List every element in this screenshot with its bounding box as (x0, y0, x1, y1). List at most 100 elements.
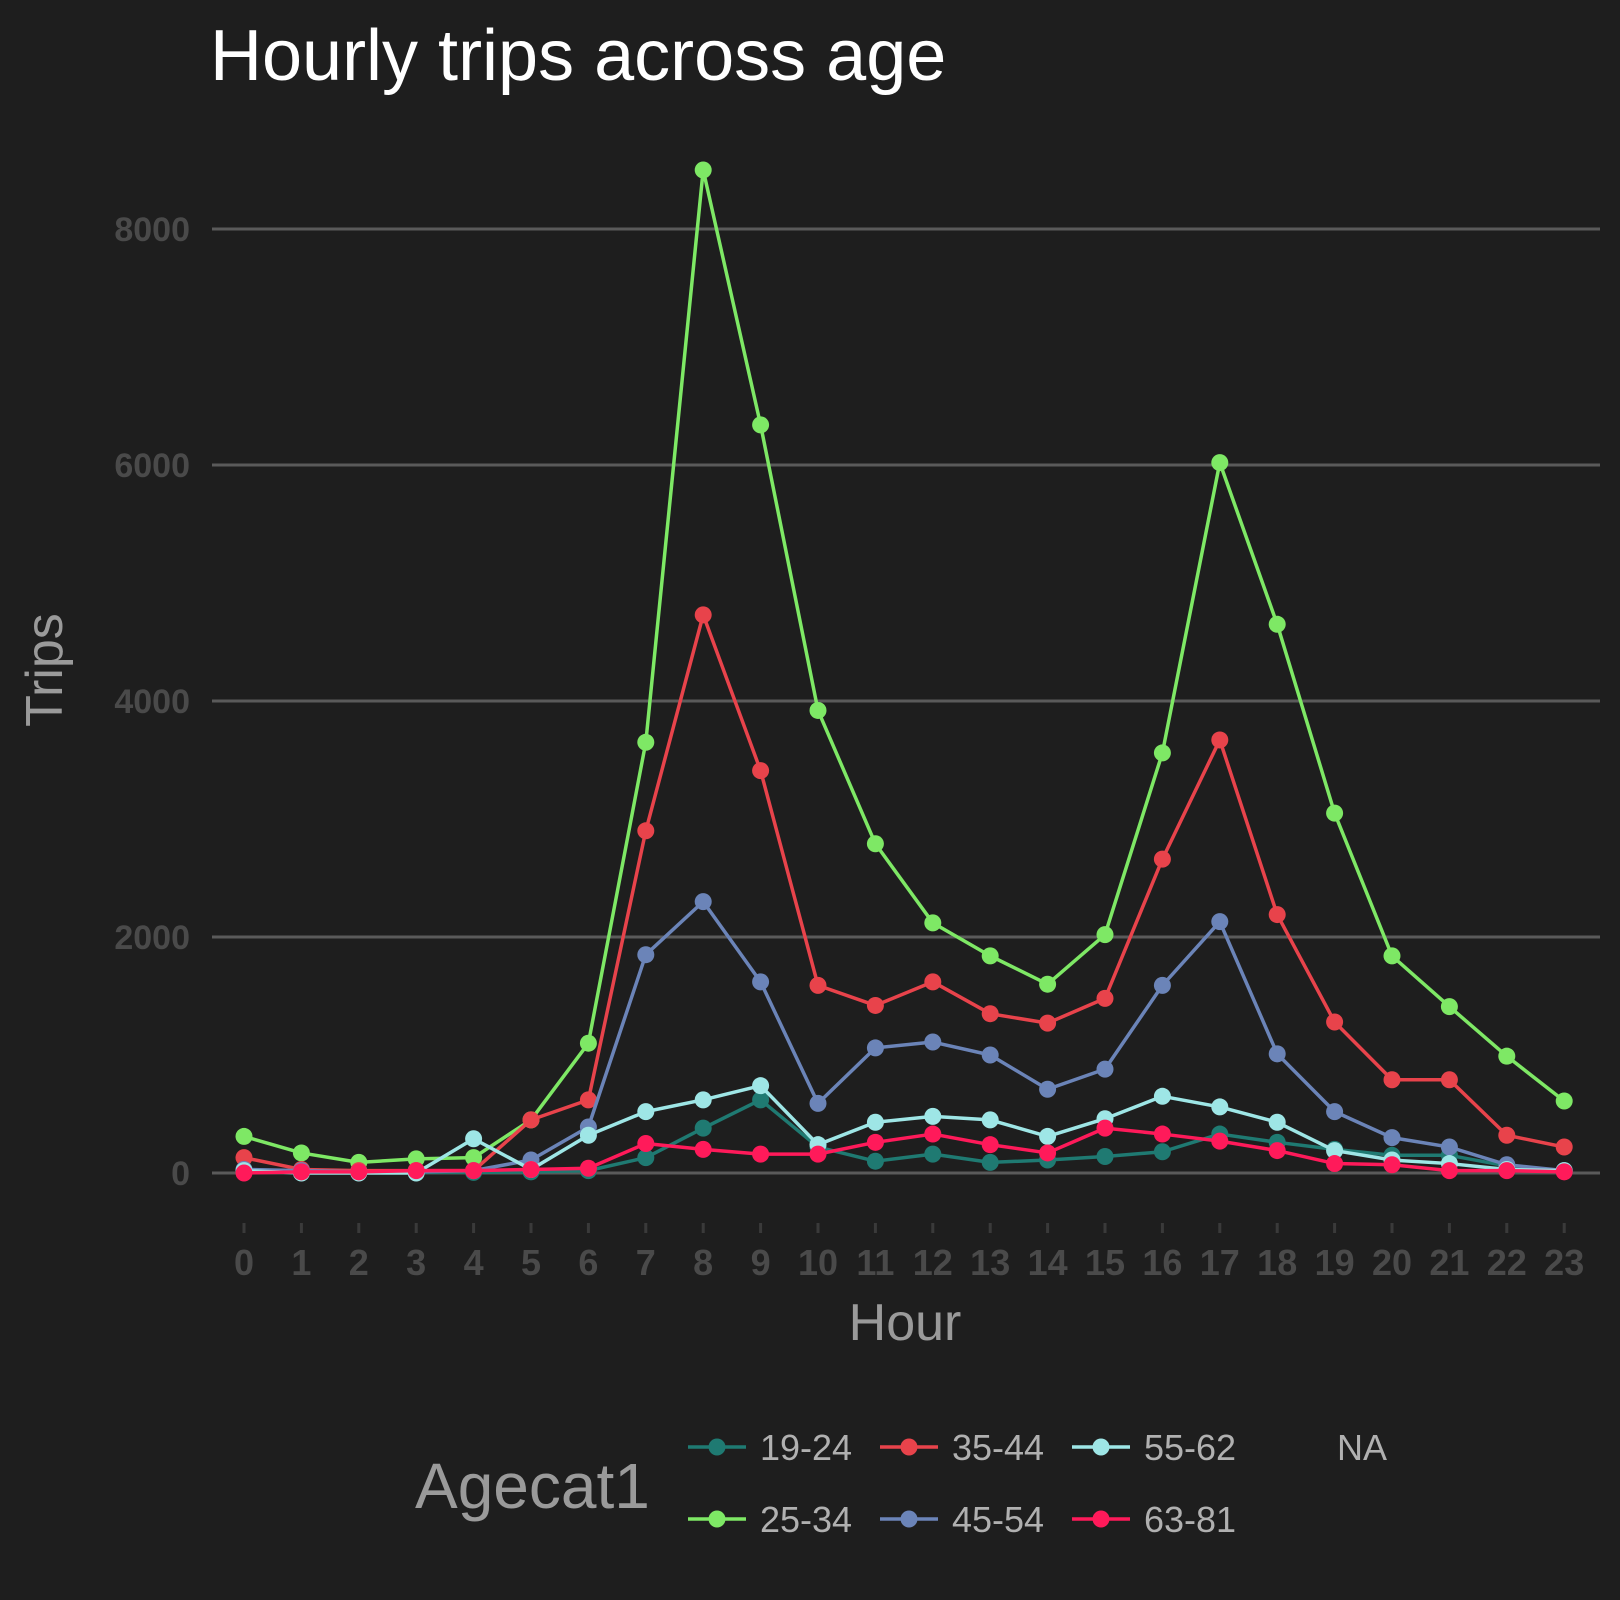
series-line-19-24 (243, 1098, 1565, 1175)
series-35-44 (235, 606, 1573, 1180)
data-point-55-62 (1153, 1087, 1171, 1105)
data-point-25-34 (465, 1149, 483, 1167)
data-point-25-34 (235, 1127, 253, 1145)
data-point-25-34 (1498, 1047, 1516, 1065)
series-25-34 (235, 161, 1573, 1171)
data-point-35-44 (1211, 731, 1229, 749)
x-tick-label: 11 (856, 1242, 894, 1283)
x-tick-label: 7 (636, 1242, 656, 1283)
data-point-35-44 (1039, 1014, 1057, 1032)
data-point-45-54 (1268, 1045, 1286, 1063)
data-point-19-24 (981, 1153, 999, 1171)
data-point-45-54 (694, 893, 712, 911)
data-point-45-54 (1440, 1138, 1458, 1156)
data-point-63-81 (809, 1145, 827, 1163)
data-point-55-62 (924, 1107, 942, 1125)
data-point-63-81 (637, 1135, 655, 1152)
legend-label: 63-81 (1144, 1499, 1236, 1540)
data-point-63-81 (407, 1162, 425, 1180)
data-point-35-44 (694, 606, 712, 624)
x-tick-label: 12 (913, 1242, 953, 1283)
data-point-45-54 (1096, 1060, 1114, 1078)
x-tick-label: 5 (521, 1242, 541, 1283)
data-point-25-34 (1268, 615, 1286, 633)
data-point-25-34 (1326, 804, 1344, 822)
data-point-63-81 (752, 1145, 770, 1163)
legend-item-55-62: 55-62 (1072, 1427, 1236, 1468)
data-point-55-62 (1326, 1142, 1344, 1160)
data-point-25-34 (1211, 454, 1229, 472)
x-tick-label: 22 (1487, 1242, 1527, 1283)
legend-item-25-34: 25-34 (688, 1499, 852, 1540)
data-point-45-54 (1326, 1103, 1344, 1121)
data-point-25-34 (694, 161, 712, 179)
x-tick-label: 9 (751, 1242, 771, 1283)
data-point-25-34 (809, 701, 827, 719)
data-point-55-62 (694, 1091, 712, 1109)
data-point-35-44 (1440, 1071, 1458, 1089)
legend-key-point (708, 1438, 726, 1456)
x-tick-label: 1 (291, 1242, 311, 1283)
data-point-19-24 (1096, 1147, 1114, 1165)
data-point-63-81 (1555, 1163, 1573, 1181)
data-point-35-44 (809, 976, 827, 994)
series-layer (235, 161, 1573, 1182)
y-axis-title: Trips (16, 613, 74, 727)
data-point-19-24 (1153, 1143, 1171, 1161)
data-point-35-44 (866, 996, 884, 1014)
data-point-19-24 (694, 1119, 712, 1137)
data-point-35-44 (637, 822, 655, 840)
data-point-63-81 (694, 1140, 712, 1158)
legend-label: 25-34 (760, 1499, 852, 1540)
data-point-25-34 (1383, 947, 1401, 965)
data-point-63-81 (579, 1159, 597, 1177)
series-line-45-54 (243, 899, 1565, 1174)
y-tick-label: 2000 (114, 919, 190, 957)
series-63-81 (235, 1119, 1573, 1182)
data-point-45-54 (981, 1046, 999, 1064)
data-point-25-34 (981, 947, 999, 965)
x-tick-label: 16 (1142, 1242, 1182, 1283)
legend-label: 55-62 (1144, 1427, 1236, 1468)
data-point-19-24 (924, 1145, 942, 1163)
data-point-45-54 (1153, 976, 1171, 994)
data-point-35-44 (1153, 850, 1171, 868)
data-point-25-34 (292, 1144, 310, 1162)
x-tick-label: 18 (1257, 1242, 1297, 1283)
data-point-35-44 (1268, 906, 1286, 924)
y-tick-label: 6000 (114, 447, 190, 485)
data-point-45-54 (752, 973, 770, 991)
data-point-19-24 (866, 1152, 884, 1170)
x-tick-label: 14 (1028, 1242, 1068, 1283)
data-point-25-34 (752, 416, 770, 434)
data-point-55-62 (1039, 1127, 1057, 1145)
y-tick-label: 8000 (114, 211, 190, 249)
x-tick-label: 6 (578, 1242, 598, 1283)
series-line-63-81 (243, 1126, 1565, 1175)
data-point-19-24 (752, 1091, 770, 1109)
data-point-35-44 (752, 762, 770, 780)
data-point-63-81 (1268, 1142, 1286, 1160)
legend-key-point (900, 1510, 918, 1528)
legend-item-19-24: 19-24 (688, 1427, 852, 1468)
data-point-25-34 (637, 733, 655, 751)
x-tick-label: 0 (234, 1242, 254, 1283)
data-point-25-34 (1440, 998, 1458, 1016)
legend-item-35-44: 35-44 (880, 1427, 1044, 1468)
legend-key-point (1092, 1438, 1110, 1456)
x-tick-label: 20 (1372, 1242, 1412, 1283)
data-point-35-44 (981, 1005, 999, 1023)
data-point-25-34 (1555, 1092, 1573, 1110)
x-tick-label: 10 (798, 1242, 838, 1283)
data-point-63-81 (1498, 1162, 1516, 1180)
y-axis-ticks: 0 2000 4000 6000 8000 (114, 211, 190, 1193)
data-point-63-81 (924, 1125, 942, 1143)
data-point-55-62 (1211, 1098, 1229, 1116)
data-point-35-44 (924, 973, 942, 991)
y-tick-label: 4000 (114, 683, 190, 721)
data-point-25-34 (866, 835, 884, 853)
data-point-63-81 (350, 1163, 368, 1181)
data-point-55-62 (637, 1103, 655, 1121)
data-point-55-62 (579, 1126, 597, 1144)
legend-label: NA (1337, 1427, 1387, 1468)
